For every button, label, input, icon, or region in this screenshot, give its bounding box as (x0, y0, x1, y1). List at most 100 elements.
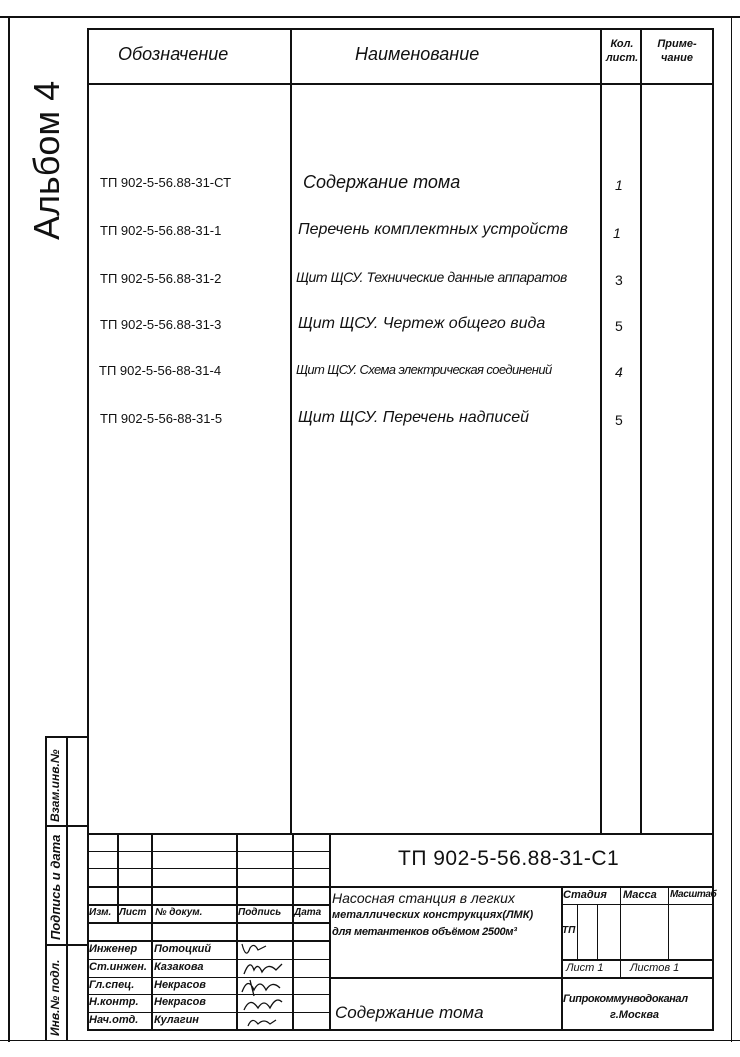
outer-left-border (8, 16, 10, 1042)
frame-top (87, 28, 714, 30)
sheet-number: Лист 1 (566, 962, 604, 974)
row-name: Щит ЩСУ. Перечень надписей (298, 409, 530, 426)
header-sheets: Кол. лист. (604, 37, 640, 66)
person-name: Потоцкий (154, 943, 212, 955)
header-note-2: чание (660, 52, 693, 65)
tb-line (151, 833, 153, 1029)
scale-label: Масштаб (670, 889, 717, 900)
stamp-strip-line (45, 736, 87, 738)
col-divider (600, 28, 602, 833)
col-list: Лист (119, 907, 147, 918)
row-designation: ТП 902-5-56.88-31-СТ (100, 175, 232, 190)
header-sheets-2: лист. (605, 52, 639, 65)
tb-line (577, 904, 578, 959)
signature-4 (243, 999, 283, 1011)
album-label: Альбом 4 (26, 80, 67, 240)
row-sheets: 1 (613, 225, 621, 241)
mass-label: Масса (623, 889, 657, 901)
tb-line (87, 922, 329, 924)
col-doc: № докум. (155, 907, 203, 918)
person-name: Некрасов (154, 996, 206, 1008)
tb-line (87, 851, 329, 852)
tb-line (292, 833, 294, 1029)
role: Ст.инжен. (89, 961, 147, 973)
row-sheets: 5 (615, 318, 623, 334)
tb-line (329, 977, 714, 979)
person-name: Казакова (154, 961, 204, 973)
sheets-total: Листов 1 (630, 962, 680, 974)
row-designation: ТП 902-5-56-88-31-4 (99, 363, 222, 378)
col-izm: Изм. (89, 907, 112, 918)
tb-line (561, 904, 714, 905)
tb-line (561, 886, 563, 1029)
tb-line (87, 868, 329, 869)
tb-line (561, 959, 714, 961)
frame-right (712, 28, 714, 1031)
row-designation: ТП 902-5-56-88-31-5 (100, 411, 223, 426)
row-sheets: 5 (615, 412, 623, 428)
stage-value: ТП (562, 925, 576, 936)
tb-line (117, 833, 119, 922)
signature-1 (241, 943, 267, 954)
project-name-1: Насосная станция в легких (332, 890, 515, 906)
tb-line (87, 833, 714, 835)
role: Инженер (89, 943, 138, 955)
header-designation: Обозначение (118, 44, 229, 64)
tb-line (620, 886, 621, 977)
row-name: Щит ЩСУ. Технические данные аппаратов (296, 269, 567, 285)
col-date: Дата (294, 907, 322, 918)
stamp-inv-original: Инв.№ подл. (48, 959, 62, 1036)
project-name-3: для метантенков объёмом 2500м³ (332, 926, 517, 938)
tb-line (87, 959, 329, 960)
row-designation: ТП 902-5-56.88-31-3 (100, 317, 222, 332)
signatures (241, 943, 283, 1027)
header-note: Приме-чание (643, 37, 711, 66)
header-name: Наименование (355, 44, 480, 64)
stamp-strip-line (45, 736, 47, 1040)
outer-right-border (731, 16, 732, 1042)
tb-line (87, 886, 714, 888)
header-sheets-1: Кол. (610, 38, 634, 50)
row-sheets: 1 (615, 177, 623, 193)
stamp-strip-line (45, 825, 87, 827)
signature-2 (243, 963, 283, 975)
outer-top-border (0, 16, 740, 18)
stamp-sign-date: Подпись и дата (48, 834, 63, 940)
signature-5 (247, 1019, 277, 1027)
tb-line (87, 904, 329, 906)
row-name: Содержание тома (303, 172, 461, 192)
tb-line (87, 940, 329, 942)
frame-left (87, 28, 89, 1031)
row-designation: ТП 902-5-56.88-31-1 (100, 223, 222, 238)
person-name: Кулагин (154, 1014, 199, 1026)
tb-line (329, 833, 331, 1029)
document-code: ТП 902-5-56.88-31-С1 (398, 847, 620, 870)
col-divider (290, 28, 292, 833)
header-note-1: Приме- (657, 38, 697, 50)
tb-line (236, 833, 238, 1029)
col-sign: Подпись (238, 907, 282, 918)
outer-bottom-border (0, 1040, 740, 1041)
stamp-replace-inv: Взам.инв.№ (48, 749, 62, 822)
tb-line (668, 886, 669, 959)
stage-label: Стадия (563, 889, 607, 901)
tb-line (87, 994, 329, 995)
row-sheets: 3 (615, 272, 623, 288)
row-name: Щит ЩСУ. Схема электрическая соединений (296, 362, 552, 377)
organization-city: г.Москва (610, 1009, 659, 1021)
stamp-strip-line (45, 944, 87, 946)
col-divider (640, 28, 642, 833)
tb-line (87, 1012, 329, 1013)
stamp-strip-line (66, 736, 68, 1040)
frame-bottom (87, 1029, 714, 1031)
tb-line (597, 904, 598, 959)
signature-3 (241, 979, 281, 997)
row-name: Щит ЩСУ. Чертеж общего вида (298, 315, 546, 332)
project-name-2: металлических конструкциях(ЛМК) (332, 909, 534, 921)
header-bottom (87, 83, 714, 85)
row-name: Перечень комплектных устройств (298, 221, 568, 238)
row-sheets: 4 (615, 364, 623, 380)
document-title: Содержание тома (335, 1003, 484, 1022)
role: Н.контр. (89, 996, 139, 1008)
person-name: Некрасов (154, 979, 206, 991)
